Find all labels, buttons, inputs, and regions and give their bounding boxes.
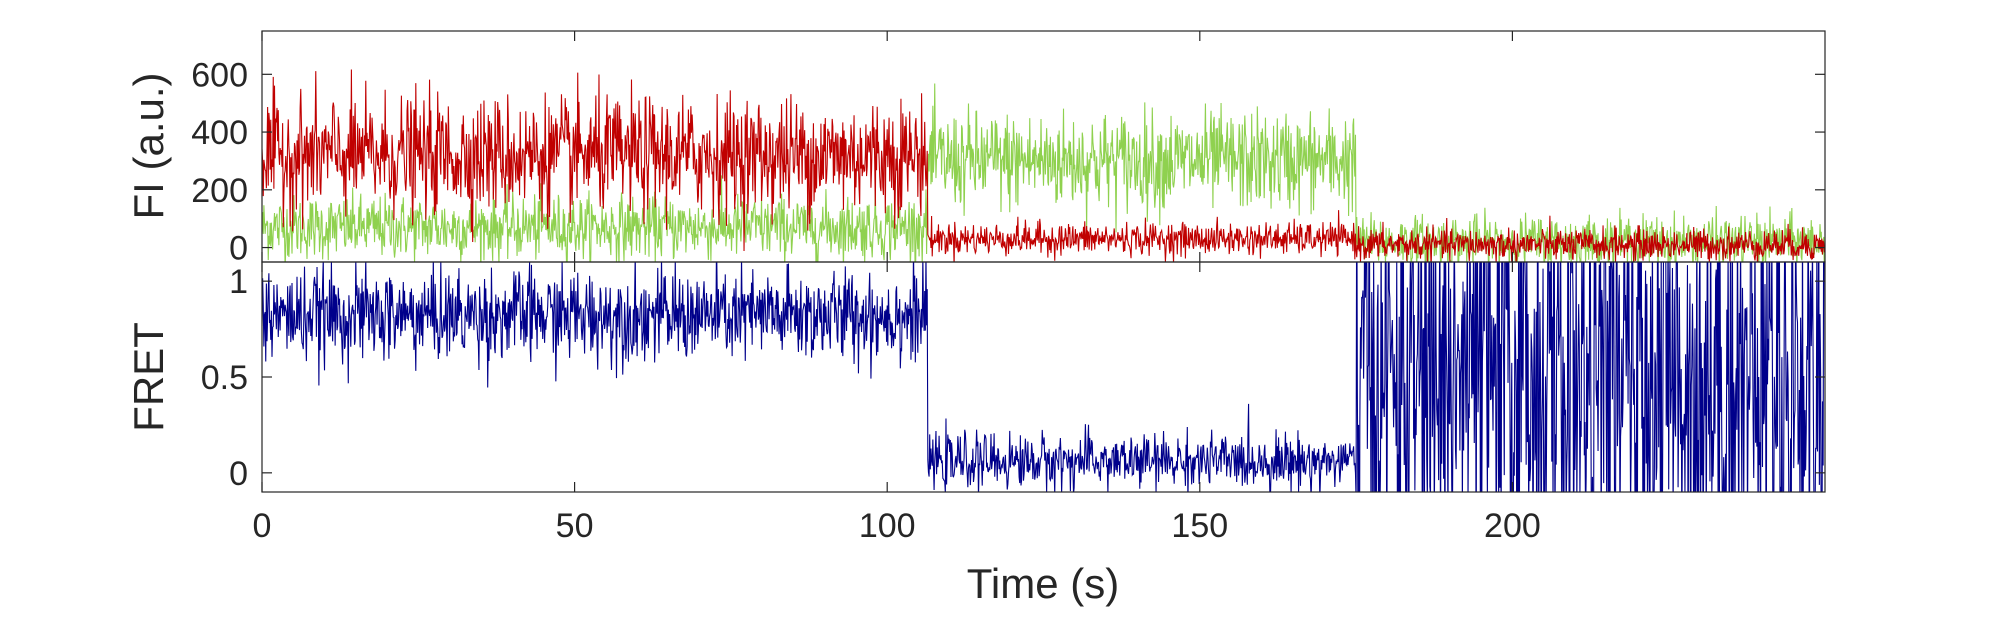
x-tick-label: 200 (1484, 507, 1541, 545)
fret-y-tick-label: 0.5 (201, 359, 248, 397)
fret-y-tick-label: 0 (229, 455, 248, 493)
x-tick-label: 0 (253, 507, 272, 545)
fluorescence-y-axis-label: FI (a.u.) (125, 72, 172, 219)
fret-y-axis-label: FRET (125, 322, 172, 432)
x-axis-label: Time (s) (967, 560, 1119, 607)
fluorescence-y-tick-label: 0 (229, 230, 248, 268)
fluorescence-y-tick-label: 400 (191, 114, 248, 152)
x-tick-label: 50 (556, 507, 594, 545)
fret-efficiency-trace (262, 262, 1825, 492)
x-tick-label: 100 (859, 507, 916, 545)
fret-traces (262, 262, 1825, 492)
acceptor-trace (262, 69, 1825, 262)
fluorescence-panel: 0 200 400 600 FI (a.u.) (125, 30, 1826, 268)
fret-ticks: 0 0.5 1 0 50 100 150 200 (201, 262, 1825, 545)
x-tick-label: 150 (1171, 507, 1228, 545)
fluorescence-y-tick-label: 600 (191, 56, 248, 94)
fret-panel: 0 0.5 1 0 50 100 150 200 FRET Time (s) (125, 261, 1826, 607)
fluorescence-traces (262, 69, 1825, 262)
fret-y-tick-label: 1 (229, 263, 248, 301)
fluorescence-y-ticks: 0 200 400 600 (191, 31, 1825, 268)
fluorescence-y-tick-label: 200 (191, 172, 248, 210)
